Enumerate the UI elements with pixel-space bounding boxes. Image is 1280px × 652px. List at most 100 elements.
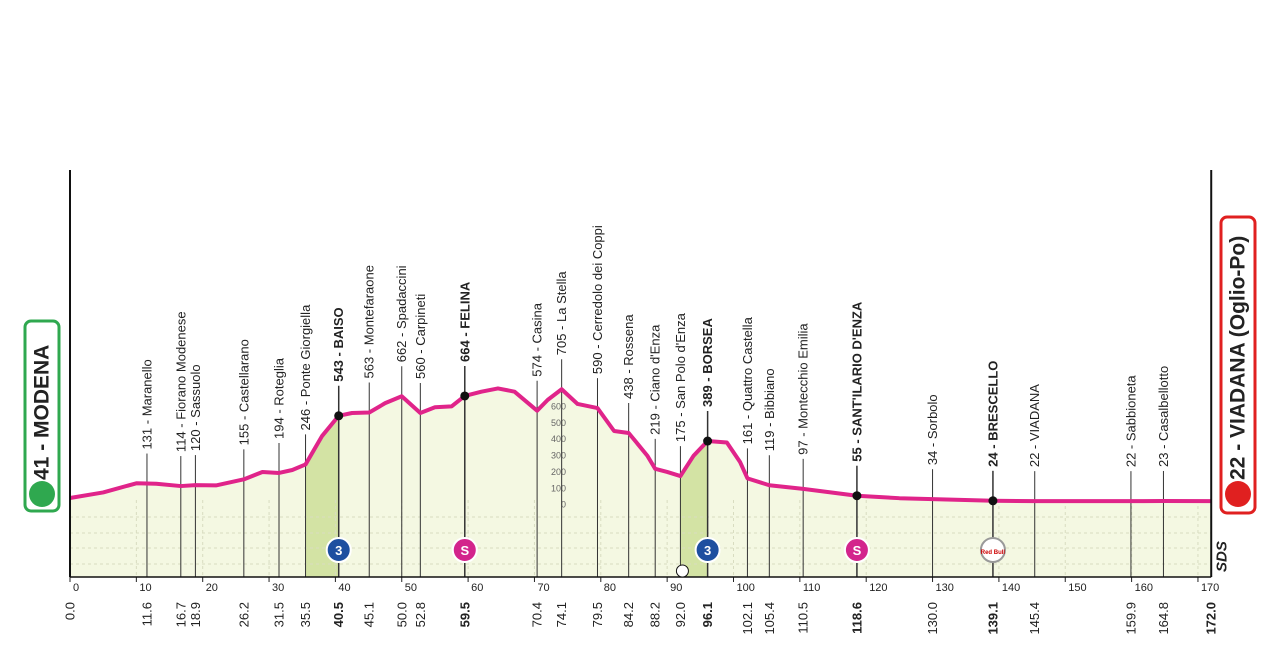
x-tick-label: 60 — [471, 582, 483, 594]
start-box — [23, 319, 61, 513]
waypoint-label: 438 - Rossena — [621, 314, 636, 399]
waypoint-label: 574 - Casina — [530, 302, 545, 376]
icon-label: S — [460, 543, 469, 558]
y-tick-label: 600 — [551, 401, 566, 411]
y-tick-label: 200 — [551, 467, 566, 477]
waypoint-label: 161 - Quattro Castella — [740, 316, 755, 444]
waypoint-label: 543 - BAISO — [331, 307, 346, 381]
y-tick-label: 500 — [551, 418, 566, 428]
km-label: 164.8 — [1156, 602, 1171, 635]
km-label: 139.1 — [985, 602, 1000, 635]
x-tick-label: 170 — [1201, 582, 1219, 594]
waypoint-label: 246 - Ponte Giorgiella — [298, 304, 313, 431]
icon-circle — [694, 537, 721, 563]
climb-area — [305, 415, 339, 577]
waypoint-label: 131 - Maranello — [139, 359, 154, 449]
waypoint-label: 114 - Fiorano Modenese — [173, 311, 188, 452]
waypoint-label: 155 - Castellarano — [236, 339, 251, 445]
waypoint-icon: S — [843, 537, 870, 563]
km-label: 130.0 — [925, 602, 940, 635]
icon-label: S — [853, 543, 862, 558]
waypoint-label: 194 - Roteglia — [272, 357, 287, 439]
y-tick-label: 100 — [551, 483, 566, 493]
km-label: 118.6 — [849, 602, 864, 634]
km-label: 74.1 — [554, 602, 569, 627]
km-label: 88.2 — [648, 602, 663, 627]
profile-area — [70, 388, 1212, 577]
km-label: 59.5 — [457, 602, 472, 627]
waypoint-label: 219 - Ciano d'Enza — [648, 324, 663, 435]
start-icon — [29, 481, 55, 507]
waypoint-dot — [852, 491, 862, 501]
finish-icon — [1225, 481, 1251, 507]
x-tick-label: 110 — [803, 582, 821, 594]
waypoint-label: 97 - Montecchio Emilia — [796, 323, 811, 455]
x-tick-label: 50 — [405, 582, 417, 594]
waypoint-label: 664 - FELINA — [457, 281, 472, 362]
x-tick-label: 0 — [73, 582, 79, 594]
waypoint-label: 55 - SANT'ILARIO D'ENZA — [849, 301, 864, 462]
icon-circle — [325, 537, 352, 563]
waypoint-label: 560 - Carpineti — [413, 294, 428, 379]
km-label: 31.5 — [272, 602, 287, 627]
waypoint-label: 590 - Cerredolo dei Coppi — [590, 225, 605, 374]
feed-zone-icon — [675, 564, 689, 578]
waypoint-label: 662 - Spadaccini — [394, 265, 409, 362]
km-label: 110.5 — [796, 602, 811, 634]
km-label: 35.5 — [298, 602, 313, 627]
km-label: 0.0 — [63, 602, 78, 620]
km-label: 16.7 — [173, 602, 188, 627]
waypoint-label: 119 - Bibbiano — [762, 368, 777, 451]
km-label: 84.2 — [621, 602, 636, 627]
km-label: 145.4 — [1027, 602, 1042, 635]
km-label: 52.8 — [413, 602, 428, 627]
km-label: 40.5 — [331, 602, 346, 627]
icon-label: 3 — [335, 543, 342, 558]
waypoint-label: 22 - Sabbioneta — [1123, 375, 1138, 468]
profile-line — [69, 386, 1212, 504]
km-label: 102.1 — [740, 602, 755, 635]
x-tick-label: 40 — [338, 582, 350, 594]
km-label: 79.5 — [590, 602, 605, 627]
x-tick-label: 20 — [206, 582, 218, 594]
km-label: 159.9 — [1123, 602, 1138, 635]
y-tick-label: 0 — [561, 500, 566, 510]
x-tick-label: 140 — [1002, 582, 1020, 594]
km-label: 50.0 — [394, 602, 409, 627]
waypoint-label: 389 - BORSEA — [700, 318, 715, 407]
y-tick-label: 300 — [551, 451, 566, 461]
waypoint-label: 23 - Casalbellotto — [1156, 366, 1171, 467]
x-tick-label: 130 — [936, 582, 954, 594]
x-tick-label: 120 — [869, 582, 887, 594]
km-label: 26.2 — [236, 602, 251, 627]
waypoint-label: 34 - Sorbolo — [925, 394, 940, 465]
x-tick-label: 70 — [537, 582, 549, 594]
x-tick-label: 150 — [1068, 582, 1086, 594]
waypoint-label: 22 - VIADANA — [1027, 384, 1042, 467]
finish-box — [1219, 215, 1257, 515]
x-tick-label: 10 — [139, 582, 151, 594]
x-tick-label: 90 — [670, 582, 682, 594]
km-label: 172.0 — [1204, 602, 1219, 635]
km-label: 18.9 — [188, 602, 203, 627]
finish-label: 22 - VIADANA (Oglio-Po) — [1227, 236, 1250, 480]
waypoint-icon: 3 — [694, 537, 721, 563]
y-tick-label: 400 — [551, 434, 566, 444]
icon-circle — [843, 537, 870, 563]
waypoint-label: 175 - San Polo d'Enza — [673, 312, 688, 442]
x-tick-label: 30 — [272, 582, 284, 594]
x-tick-label: 100 — [737, 582, 755, 594]
start-label: 41 - MODENA — [31, 345, 54, 480]
brand-logo: SDS — [1214, 541, 1231, 572]
waypoint-label: 120 - Sassuolo — [188, 364, 203, 451]
waypoint-dot — [988, 496, 998, 506]
waypoint-icon: S — [451, 537, 478, 563]
icon-circle — [451, 537, 478, 563]
waypoint-dot — [703, 436, 713, 446]
km-label: 92.0 — [673, 602, 688, 627]
icon-circle — [979, 537, 1006, 563]
waypoint-label: 705 - La Stella — [554, 271, 569, 356]
km-label: 96.1 — [700, 602, 715, 627]
km-label: 45.1 — [362, 602, 377, 627]
